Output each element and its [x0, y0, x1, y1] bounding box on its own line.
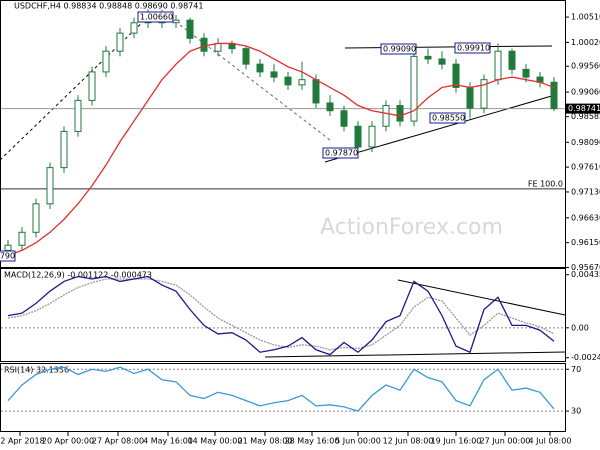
candle-body — [312, 79, 320, 104]
candle-body — [480, 79, 488, 109]
x-tick-label: 21 May 08:00 — [238, 437, 293, 446]
annotation-box — [137, 11, 174, 23]
macd-title: MACD(12,26,9) -0.001122 -0.000473 — [4, 271, 152, 280]
candle-body — [270, 71, 278, 78]
rsi-line — [7, 366, 555, 412]
y-tick-label: -0.002448 — [571, 353, 600, 362]
y-tick-label: 30 — [571, 407, 581, 416]
x-tick-label: 14 May 00:00 — [188, 437, 243, 446]
resistance-line — [344, 45, 553, 49]
y-tick-label: 0.004351 — [571, 270, 600, 279]
candle-body — [200, 37, 208, 52]
x-tick-label: 28 May 16:00 — [285, 437, 340, 446]
candle-body — [466, 86, 474, 109]
macd-line — [7, 275, 555, 356]
candle-body — [102, 50, 110, 73]
candle-body — [256, 63, 264, 73]
x-tick-label: 4 May 16:00 — [143, 437, 193, 446]
y-tick-label: 0.98585 — [571, 112, 600, 121]
last-price-box — [566, 103, 600, 114]
annotation: 0.99910 — [457, 44, 490, 53]
candle-body — [382, 105, 390, 127]
last-price-label: 0.98741 — [568, 104, 600, 113]
candle-body — [4, 244, 12, 251]
candle-body — [116, 32, 124, 52]
candle-body — [298, 79, 306, 86]
candle-body — [130, 22, 138, 34]
candle-body — [74, 99, 82, 132]
candle-body — [522, 68, 530, 78]
candle-body — [368, 125, 376, 148]
rsi-title: RSI(14) 32.1356 — [4, 366, 69, 375]
candle-body — [18, 231, 26, 246]
rsi-panel — [0, 363, 566, 432]
candle-body — [396, 105, 404, 122]
watermark: ActionForex.com — [320, 215, 503, 240]
chart-title: USDCHF,H4 0.98834 0.98848 0.98690 0.9874… — [14, 2, 203, 11]
y-tick-label: 1.00510 — [571, 13, 600, 22]
x-tick-label: 19 Jun 16:00 — [431, 437, 482, 446]
macd-trendline — [397, 279, 566, 316]
annotation-box — [429, 112, 466, 124]
y-tick-label: 70 — [571, 365, 581, 374]
candle-body — [494, 50, 502, 81]
candle-body — [508, 50, 516, 70]
x-tick-label: 27 Apr 08:00 — [92, 437, 144, 446]
annotation: 0.99090 — [383, 45, 416, 54]
candle-body — [60, 130, 68, 169]
x-tick-label: 12 Jun 08:00 — [383, 437, 434, 446]
annotation-box — [380, 43, 417, 55]
candle-body — [452, 63, 460, 88]
candle-body — [410, 55, 418, 122]
x-tick-label: 27 Jun 00:00 — [480, 437, 531, 446]
candle-body — [186, 19, 194, 39]
annotation: 0.97870 — [325, 149, 358, 158]
candle-body — [32, 203, 40, 233]
moving-average — [7, 42, 555, 257]
macd-trendline — [264, 351, 566, 358]
candle-body — [172, 19, 180, 24]
candle-body — [354, 125, 362, 148]
x-tick-label: 4 Jul 08:00 — [529, 437, 572, 446]
annotation: 1.00660 — [140, 13, 173, 22]
candle-body — [46, 167, 54, 205]
annotation-box — [454, 42, 491, 54]
macd-signal — [7, 278, 555, 351]
x-tick-label: 20 Apr 00:00 — [42, 437, 94, 446]
candle-body — [284, 76, 292, 86]
annotation: 0.95790 — [0, 252, 15, 261]
x-tick-label: 5 Jun 00:00 — [335, 437, 381, 446]
candle-body — [326, 102, 334, 112]
candle-body — [424, 55, 432, 60]
candle-body — [340, 110, 348, 127]
dashed-line — [0, 14, 151, 161]
candle-body — [242, 48, 250, 65]
candle-body — [88, 71, 96, 101]
annotation-box — [322, 147, 359, 159]
fe-label: FE 100.0 — [528, 179, 563, 188]
candle-body — [438, 58, 446, 65]
annotation: 0.98550 — [432, 114, 465, 123]
candle-body — [214, 42, 222, 52]
candle-body — [550, 81, 558, 110]
support-line — [324, 94, 556, 163]
x-tick-label: 12 Apr 2018 — [0, 437, 45, 446]
y-tick-label: 0.00 — [571, 323, 589, 332]
annotation-box — [0, 250, 16, 262]
